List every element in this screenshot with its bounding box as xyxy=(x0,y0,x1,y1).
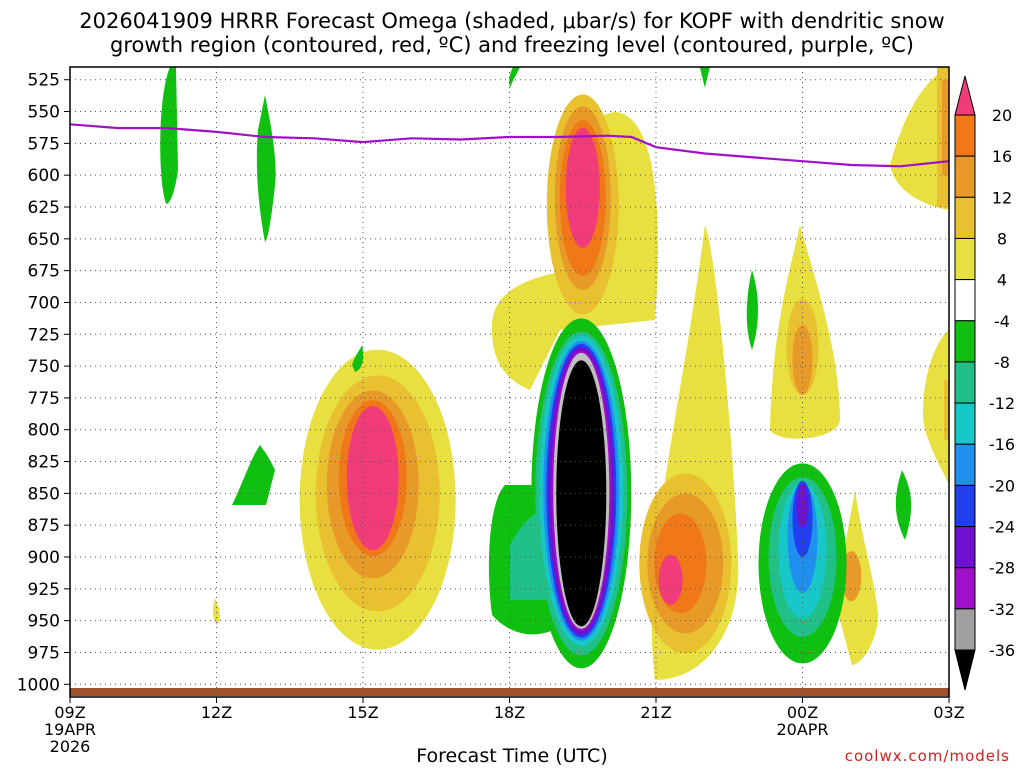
chart-title-line-2: growth region (contoured, red, ºC) and f… xyxy=(110,33,914,57)
x-tick-label: 00Z xyxy=(787,703,818,722)
x-tick-label: 12Z xyxy=(201,703,232,722)
colorbar-label: 4 xyxy=(997,271,1007,290)
omega-green-18z-top xyxy=(509,67,520,88)
colorbar-segment xyxy=(954,484,976,528)
omega-yellow-03z-aloft xyxy=(890,67,949,210)
colorbar-label: 20 xyxy=(992,106,1012,125)
omega-gold-03z-mid xyxy=(944,380,949,440)
colorbar-label: -20 xyxy=(989,476,1015,495)
x-tick-label: 15Z xyxy=(347,703,378,722)
omega-black-core xyxy=(556,360,607,627)
x-tick-date-label: 20APR xyxy=(776,720,828,739)
colorbar-segment xyxy=(954,567,976,610)
y-tick-label: 775 xyxy=(28,389,60,409)
colorbar-segment xyxy=(954,196,976,239)
omega-yellow-03z-mid xyxy=(922,330,949,485)
omega-green-23z xyxy=(746,270,758,350)
y-tick-label: 625 xyxy=(28,198,60,218)
colorbar-segment xyxy=(954,649,976,691)
omega-pink-15z xyxy=(346,406,399,551)
colorbar-label: -4 xyxy=(994,312,1010,331)
y-tick-label: 750 xyxy=(28,357,60,377)
y-tick-label: 525 xyxy=(28,71,60,91)
omega-green-02z xyxy=(895,470,912,540)
colorbar-label: -32 xyxy=(989,600,1015,619)
colorbar-segment xyxy=(954,608,976,651)
omega-orange-03z-aloft xyxy=(942,80,949,175)
x-tick-date-label: 19APR xyxy=(44,720,96,739)
credit-link[interactable]: coolwx.com/models xyxy=(844,747,1010,765)
colorbar-segment xyxy=(954,114,976,157)
freezing-level-line xyxy=(69,123,950,168)
omega-green-22z-top xyxy=(700,67,710,88)
colorbar-label: 8 xyxy=(997,229,1007,248)
colorbar-segment xyxy=(954,361,976,404)
y-tick-label: 925 xyxy=(28,580,60,600)
colorbar-segment xyxy=(954,155,976,198)
colorbar-segment xyxy=(954,443,976,486)
x-axis-title: Forecast Time (UTC) xyxy=(416,745,608,767)
chart-title-line-1: 2026041909 HRRR Forecast Omega (shaded, … xyxy=(79,9,945,33)
y-tick-label: 725 xyxy=(28,325,60,345)
colorbar-label: -36 xyxy=(989,641,1015,660)
omega-green-13z xyxy=(256,95,276,242)
colorbar-segment xyxy=(954,279,976,322)
omega-yellow-12z-spot xyxy=(212,598,220,625)
y-tick-label: 675 xyxy=(28,262,60,282)
omega-green-14z xyxy=(352,345,364,372)
y-tick-label: 550 xyxy=(28,103,60,123)
x-tick-year-label: 2026 xyxy=(50,737,91,756)
y-tick-label: 975 xyxy=(28,643,60,663)
colorbar-label: -12 xyxy=(989,394,1015,413)
y-tick-label: 650 xyxy=(28,230,60,250)
colorbar-label: 12 xyxy=(992,188,1012,207)
y-tick-label: 575 xyxy=(28,134,60,154)
y-tick-label: 825 xyxy=(28,453,60,473)
colorbar-label: 16 xyxy=(992,147,1012,166)
x-tick-label: 18Z xyxy=(494,703,525,722)
x-tick-label: 21Z xyxy=(640,703,671,722)
colorbar-label: -16 xyxy=(989,435,1015,454)
colorbar-segment xyxy=(954,402,976,445)
y-tick-label: 900 xyxy=(28,548,60,568)
colorbar-segment xyxy=(954,237,976,281)
y-tick-label: 1000 xyxy=(17,675,60,695)
colorbar-label: -28 xyxy=(989,559,1015,578)
x-tick-label: 09Z xyxy=(54,703,85,722)
omega-pink-21z xyxy=(658,554,683,605)
colorbar-label: -8 xyxy=(994,353,1010,372)
y-tick-label: 850 xyxy=(28,484,60,504)
y-tick-label: 800 xyxy=(28,421,60,441)
omega-pink-20z-aloft xyxy=(565,127,600,248)
y-tick-label: 950 xyxy=(28,612,60,632)
colorbar-segment xyxy=(954,75,976,116)
colorbar-segment xyxy=(954,526,976,569)
colorbar: 20 16 12 8 4 -4 -8 -12 -16 -20 -24 -28 -32 -36 xyxy=(954,75,1015,691)
colorbar-label: -24 xyxy=(989,518,1015,537)
x-tick-label: 03Z xyxy=(933,703,964,722)
y-tick-label: 600 xyxy=(28,166,60,186)
omega-green-12z xyxy=(232,445,275,505)
omega-indigo-00z xyxy=(796,484,809,529)
y-tick-label: 875 xyxy=(28,516,60,536)
colorbar-segment xyxy=(954,320,976,363)
omega-orange-00z-aloft xyxy=(792,324,813,395)
y-tick-label: 700 xyxy=(28,293,60,313)
omega-green-11z xyxy=(160,67,178,204)
